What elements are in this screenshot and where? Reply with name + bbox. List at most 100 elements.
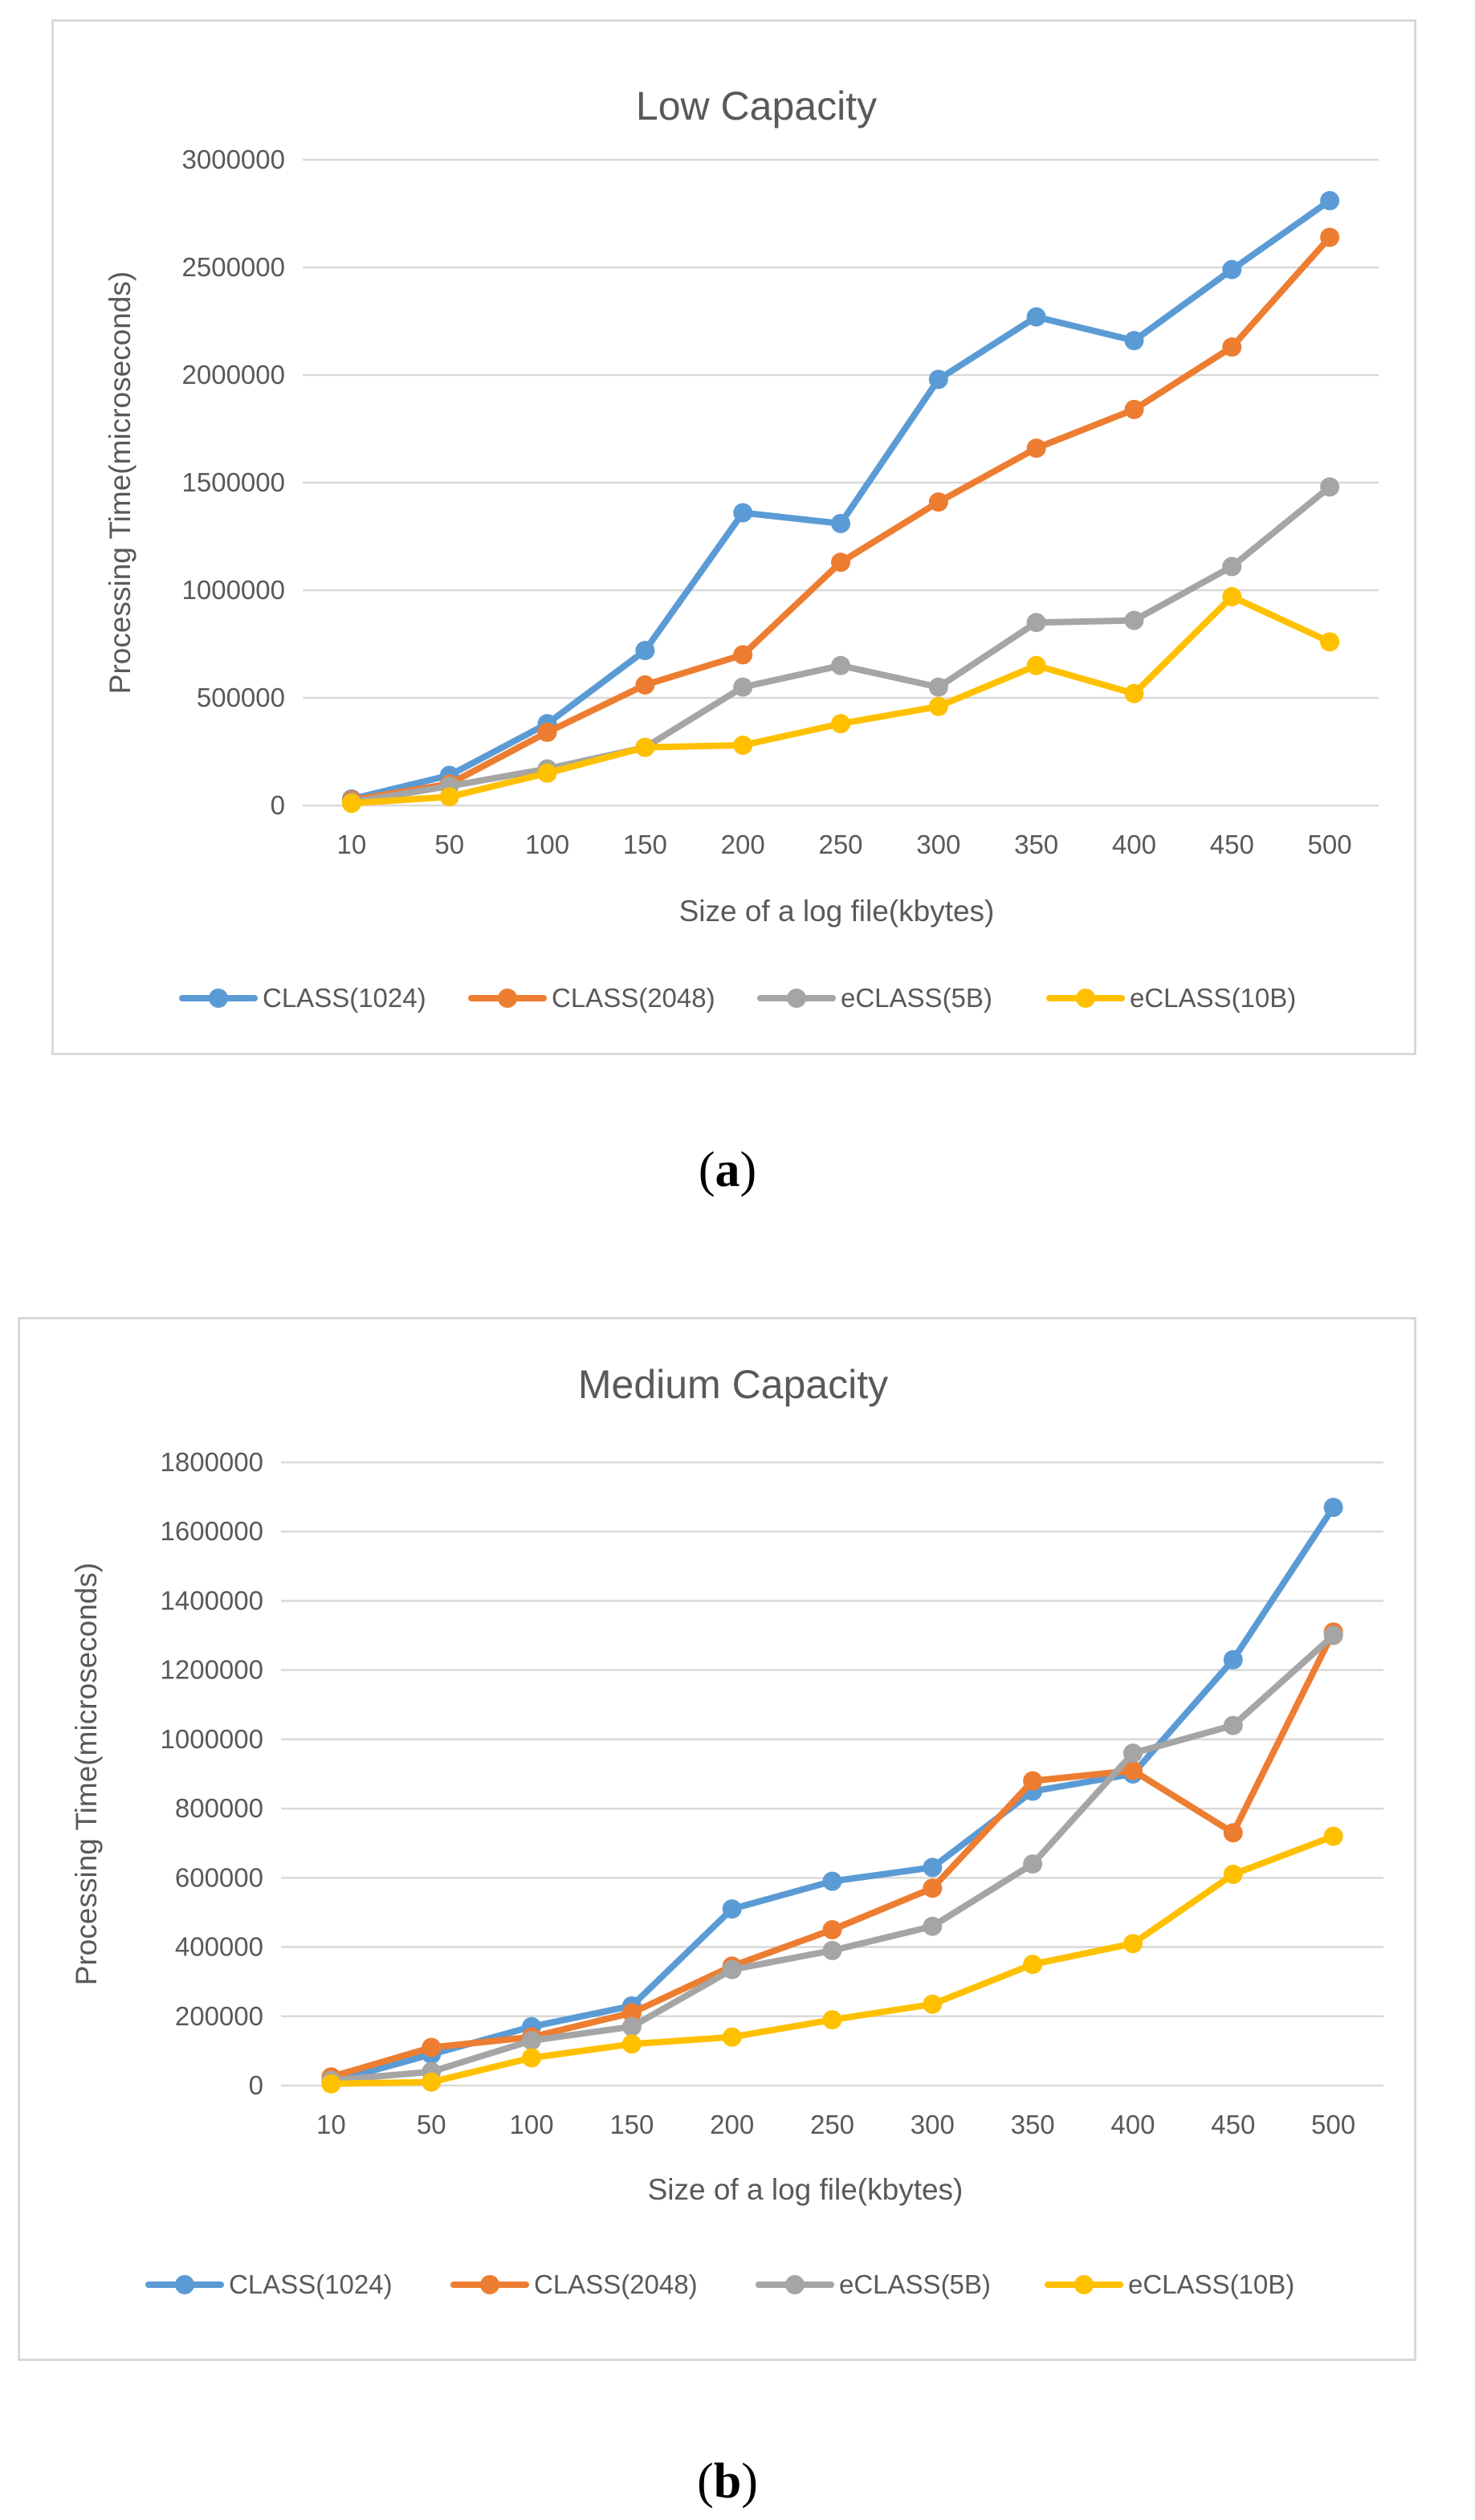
x-tick-label: 300 (911, 2110, 955, 2139)
x-tick-label: 100 (525, 830, 569, 859)
data-point (822, 1920, 842, 1939)
series-eclass-10b (341, 587, 1340, 813)
y-tick-label: 1800000 (161, 1447, 263, 1477)
chart-title: Medium Capacity (578, 1362, 888, 1407)
data-point (635, 737, 655, 757)
y-tick-label: 2500000 (182, 252, 285, 282)
y-tick-label: 1600000 (161, 1516, 263, 1546)
legend-item-class-2048: CLASS(2048) (450, 2269, 698, 2299)
legend-marker (175, 2275, 194, 2294)
y-tick-label: 500000 (197, 683, 285, 712)
figure-caption-a: (a) (698, 1143, 757, 1197)
x-tick-label: 450 (1210, 830, 1254, 859)
x-tick-label: 10 (337, 830, 367, 859)
data-point (537, 722, 557, 742)
legend-item-class-1024: CLASS(1024) (145, 2269, 393, 2299)
data-point (1323, 1826, 1343, 1846)
legend-label: eCLASS(5B) (841, 983, 992, 1013)
legend-item-eclass-10b: eCLASS(10B) (1046, 983, 1296, 1013)
x-tick-label: 150 (609, 2110, 654, 2139)
data-point (831, 513, 850, 533)
y-tick-label: 3000000 (182, 145, 285, 174)
line-chart-medium-capacity: Medium Capacity 0 200000 400000 600000 800000… (70, 1362, 1383, 2299)
legend-label: CLASS(1024) (229, 2269, 393, 2299)
legend-marker (1076, 989, 1095, 1008)
data-point (422, 2037, 442, 2057)
data-point (831, 655, 850, 675)
legend-item-class-1024: CLASS(1024) (179, 983, 426, 1013)
legend-marker (787, 989, 806, 1008)
y-axis-title: Processing Time(microseconds) (70, 1563, 103, 1985)
data-point (1223, 1715, 1243, 1735)
data-point (522, 2030, 542, 2050)
series-eclass-5b (321, 1625, 1343, 2090)
data-point (1026, 655, 1046, 675)
series-eclass-10b (321, 1826, 1343, 2094)
data-point (1222, 259, 1242, 279)
series-line (328, 1504, 1337, 2086)
legend-label: CLASS(2048) (534, 2269, 698, 2299)
data-point (621, 2003, 642, 2023)
data-point (1222, 587, 1242, 607)
data-point (733, 645, 753, 665)
y-tick-label: 400000 (175, 1932, 263, 1962)
series-line (348, 197, 1334, 802)
x-axis-title: Size of a log file(kbytes) (679, 895, 995, 928)
data-point (1223, 1823, 1243, 1843)
data-point (1026, 307, 1046, 327)
legend-item-eclass-5b: eCLASS(5B) (756, 2269, 991, 2299)
y-axis-title: Processing Time(microseconds) (104, 271, 136, 694)
y-tick-label: 1500000 (182, 467, 285, 497)
data-point (537, 763, 557, 783)
legend-label: eCLASS(5B) (839, 2269, 991, 2299)
data-point (923, 1857, 943, 1878)
x-tick-label: 500 (1308, 830, 1352, 859)
x-tick-label: 400 (1110, 2110, 1155, 2139)
data-point (733, 677, 753, 697)
data-point (1124, 399, 1144, 419)
y-tick-label: 2000000 (182, 360, 285, 389)
legend-marker (209, 989, 228, 1008)
data-point (1124, 331, 1144, 351)
x-tick-label: 350 (1014, 830, 1058, 859)
data-point (822, 1940, 842, 1960)
y-tick-label: 0 (249, 2070, 263, 2100)
data-point (1320, 227, 1340, 247)
data-point (635, 675, 655, 695)
data-point (1222, 557, 1242, 577)
data-point (1323, 1498, 1343, 1518)
data-point (1323, 1625, 1343, 1645)
chart-panel-low-capacity: Low Capacity 0 500000 1000000 1500000 2000000… (51, 19, 1416, 1055)
data-point (733, 503, 753, 523)
data-point (822, 1871, 842, 1891)
x-tick-label: 400 (1112, 830, 1156, 859)
y-tick-label: 0 (271, 790, 285, 820)
data-point (722, 1959, 742, 1980)
x-tick-label: 100 (510, 2110, 554, 2139)
legend-label: eCLASS(10B) (1128, 2269, 1294, 2299)
data-point (928, 696, 948, 716)
legend-marker (785, 2275, 805, 2294)
data-point (923, 1878, 943, 1898)
data-point (923, 1994, 943, 2014)
data-point (831, 714, 850, 734)
data-point (1124, 683, 1144, 703)
legend-label: CLASS(2048) (552, 983, 715, 1013)
data-point (1023, 1854, 1043, 1874)
x-axis-title: Size of a log file(kbytes) (648, 2173, 964, 2206)
x-tick-label: 250 (818, 830, 862, 859)
line-chart-low-capacity: Low Capacity 0 500000 1000000 1500000 2000000… (104, 84, 1379, 1013)
x-tick-label: 250 (810, 2110, 854, 2139)
x-tick-label: 200 (721, 830, 765, 859)
data-point (422, 2072, 442, 2092)
legend-item-eclass-10b: eCLASS(10B) (1045, 2269, 1294, 2299)
data-point (522, 2048, 542, 2068)
data-point (1123, 1743, 1143, 1764)
data-point (1023, 1771, 1043, 1791)
legend-label: eCLASS(10B) (1130, 983, 1296, 1013)
data-point (831, 553, 850, 573)
x-tick-label: 300 (916, 830, 960, 859)
data-point (923, 1916, 943, 1936)
data-point (1124, 610, 1144, 630)
series-class-1024 (321, 1498, 1343, 2092)
